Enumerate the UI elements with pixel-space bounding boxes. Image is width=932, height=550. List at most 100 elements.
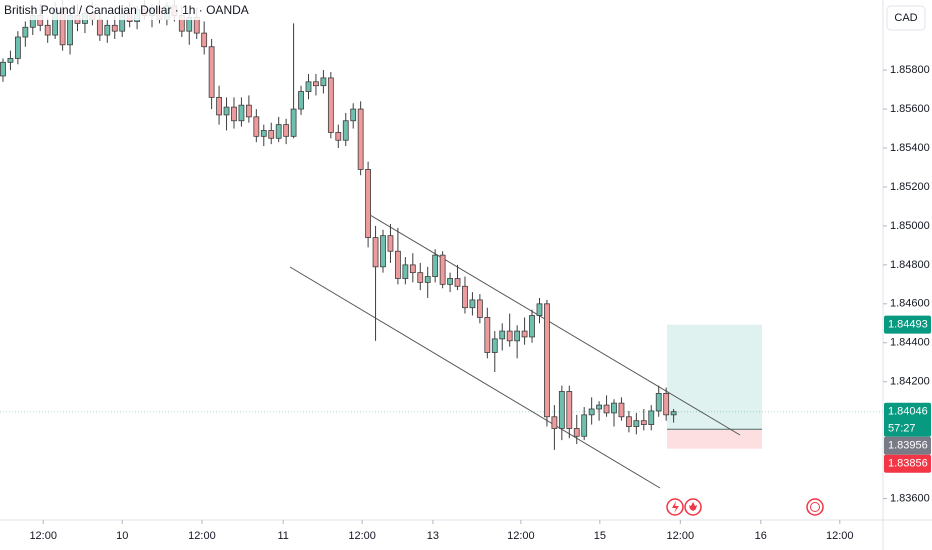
candle-body	[551, 416, 558, 429]
candle-body	[484, 317, 491, 353]
candle-body	[462, 285, 468, 309]
candle-body	[618, 402, 625, 418]
candle-body	[469, 299, 476, 309]
candle-body	[0, 61, 6, 77]
y-tick-label: 1.84200	[890, 376, 930, 388]
y-tick-label: 1.85600	[890, 103, 930, 115]
candle-body	[476, 299, 483, 318]
candle-body	[670, 411, 677, 416]
candle-body	[573, 428, 580, 437]
title-bg	[0, 0, 216, 20]
candle-body	[521, 330, 528, 338]
candles	[0, 0, 677, 450]
x-tick-label: 12:00	[826, 530, 854, 542]
candle-body	[499, 330, 506, 340]
y-tick-label: 1.85200	[890, 181, 930, 193]
countdown: 57:27	[888, 423, 916, 435]
event-icon[interactable]	[806, 498, 824, 516]
price-label-bg	[884, 454, 931, 473]
x-tick-label: 12:00	[348, 530, 376, 542]
x-tick-label: 10	[116, 530, 128, 542]
price-label-bg	[884, 315, 931, 334]
candle-body	[216, 96, 222, 116]
currency[interactable]: CAD	[894, 12, 917, 24]
x-tick-label: 11	[277, 530, 288, 542]
candle-body	[402, 264, 409, 279]
target-zone	[667, 324, 762, 430]
event-icon-glyph	[672, 501, 679, 513]
candle-body	[305, 81, 312, 92]
candle-body	[536, 303, 543, 316]
candle-body	[104, 24, 111, 36]
candle-body	[298, 91, 304, 110]
candle-body	[424, 276, 431, 283]
channel-lower	[289, 266, 661, 489]
candle-body	[529, 315, 535, 338]
candle-body	[514, 330, 521, 342]
y-tick-label: 1.85800	[890, 64, 930, 76]
candle-body	[201, 32, 208, 48]
candle-body	[626, 416, 632, 427]
candle-body	[640, 420, 647, 425]
candle-body	[260, 130, 267, 137]
candle-body	[253, 116, 260, 137]
y-tick-label: 1.84400	[890, 337, 930, 349]
candle-body	[238, 104, 245, 122]
candle-body	[558, 391, 565, 429]
x-tick-label: 12:00	[667, 530, 695, 542]
candle-body	[395, 250, 401, 279]
channel-upper	[369, 214, 741, 436]
candle-body	[417, 272, 424, 283]
x-tick-label: 12:00	[188, 530, 216, 542]
price-label-bg	[884, 436, 931, 455]
candle-body	[439, 254, 446, 285]
x-tick-label: 12:00	[29, 530, 57, 542]
y-tick-label: 1.84800	[890, 259, 930, 271]
candle-body	[633, 420, 640, 427]
candle-body	[663, 393, 670, 416]
price-label: 1.84046	[888, 406, 928, 418]
candle-body	[111, 24, 118, 32]
candle-body	[387, 235, 394, 252]
candle-body	[208, 46, 215, 98]
candle-body	[596, 404, 602, 410]
candle-body	[320, 77, 327, 87]
candle-body	[223, 106, 230, 116]
candle-body	[327, 77, 334, 133]
y-tick-label: 1.84600	[890, 298, 930, 310]
stop-zone	[667, 429, 762, 449]
event-icons	[666, 498, 824, 516]
event-icon-glyph	[689, 502, 697, 511]
candle-body	[566, 391, 573, 429]
candle-body	[655, 393, 662, 412]
candle-body	[581, 414, 588, 437]
candle-body	[544, 303, 550, 418]
candle-body	[313, 81, 319, 87]
candle-body	[245, 104, 252, 118]
candle-body	[357, 108, 364, 170]
candle-body	[588, 408, 595, 416]
chart-title: British Pound / Canadian Dollar · 1h · O…	[4, 3, 249, 17]
candle-body	[231, 106, 237, 122]
price-label: 1.83856	[888, 458, 928, 470]
currency-button[interactable]	[886, 5, 926, 31]
candle-body	[491, 338, 498, 353]
candle-body	[283, 124, 290, 137]
x-tick-label: 15	[594, 530, 606, 542]
price-label-bg	[884, 402, 931, 437]
event-icon-glyph	[810, 502, 820, 512]
candle-body	[268, 130, 275, 139]
candle-body	[350, 108, 357, 122]
candle-body	[603, 404, 610, 414]
candle-body	[342, 120, 349, 141]
candle-body	[454, 278, 461, 287]
y-tick-label: 1.85000	[890, 220, 930, 232]
candle-body	[44, 24, 51, 36]
x-tick-label: 16	[755, 530, 767, 542]
candle-body	[380, 235, 386, 268]
price-label: 1.84493	[888, 319, 928, 331]
candle-body	[432, 254, 439, 277]
candle-body	[447, 278, 453, 285]
